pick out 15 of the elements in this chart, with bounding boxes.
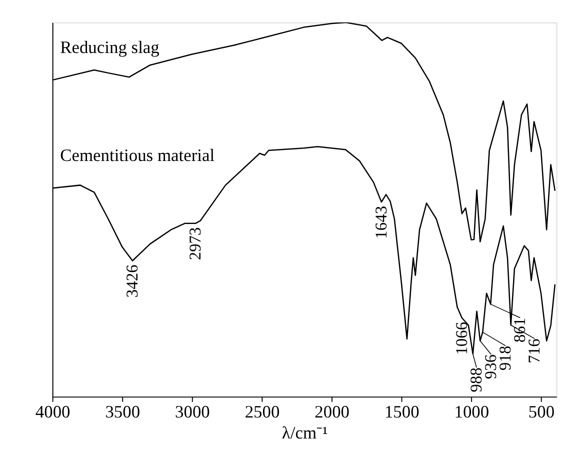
x-tick-label: 3500 — [105, 401, 140, 422]
annotation: 2973 — [186, 227, 205, 260]
x-tick-label: 2500 — [244, 401, 280, 422]
x-tick-label: 500 — [528, 401, 555, 422]
x-tick-label: 3000 — [175, 401, 210, 422]
x-tick-label: 1000 — [454, 401, 490, 422]
x-tick-label: 1500 — [384, 401, 420, 422]
x-tick-label: 2000 — [314, 401, 350, 422]
series-label: Cementitious material — [60, 145, 215, 166]
x-axis-title: λ/cm⁻¹ — [282, 422, 328, 443]
series-label: Reducing slag — [60, 36, 160, 57]
annotation: 1643 — [371, 206, 390, 239]
x-tick-label: 4000 — [35, 401, 71, 422]
annotation: 3426 — [122, 264, 142, 298]
annotation: 1066 — [452, 322, 471, 355]
